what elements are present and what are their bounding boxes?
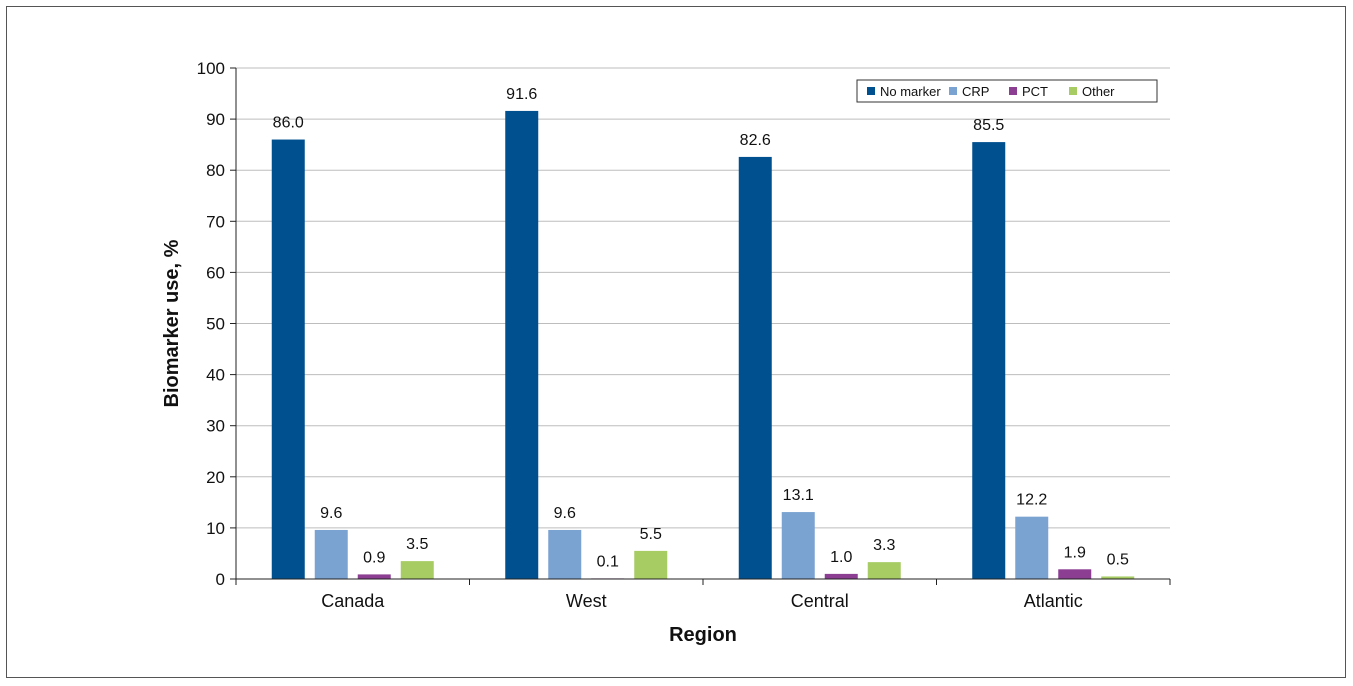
data-labels: 86.0 9.6 0.9 3.5 91.6 9.6 0.1 5.5 82.6 13.1 1.0 3.3… bbox=[273, 86, 1129, 571]
legend-label-pct: PCT bbox=[1022, 84, 1048, 99]
data-label-atlantic-other: 0.5 bbox=[1107, 551, 1129, 568]
data-label-west-pct: 0.1 bbox=[597, 553, 619, 570]
x-tick-label-atlantic: Atlantic bbox=[1024, 591, 1083, 611]
bar-west-crp bbox=[548, 529, 582, 579]
data-label-atlantic-pct: 1.9 bbox=[1064, 544, 1086, 561]
legend-label-other: Other bbox=[1082, 84, 1115, 99]
y-tick-label: 100 bbox=[197, 59, 225, 78]
data-label-central-other: 3.3 bbox=[873, 537, 895, 554]
y-tick-label: 40 bbox=[206, 366, 225, 385]
y-tick-label: 0 bbox=[216, 570, 225, 589]
bar-west-no-marker bbox=[505, 110, 539, 579]
bar-central-crp bbox=[781, 512, 815, 579]
y-tick-label: 30 bbox=[206, 417, 225, 436]
legend-label-crp: CRP bbox=[962, 84, 989, 99]
y-tick-label: 10 bbox=[206, 519, 225, 538]
bars bbox=[271, 110, 1135, 580]
bar-canada-no-marker bbox=[271, 139, 305, 580]
bar-central-no-marker bbox=[738, 156, 772, 579]
data-label-canada-crp: 9.6 bbox=[320, 505, 342, 522]
x-axis-title: Region bbox=[669, 624, 737, 646]
legend-label-no-marker: No marker bbox=[880, 84, 941, 99]
data-label-central-no-marker: 82.6 bbox=[740, 132, 771, 149]
gridlines bbox=[236, 67, 1170, 529]
bar-central-pct bbox=[824, 573, 858, 579]
bar-atlantic-no-marker bbox=[972, 142, 1006, 579]
bar-atlantic-pct bbox=[1058, 569, 1092, 579]
bar-central-other bbox=[867, 562, 901, 579]
data-label-central-pct: 1.0 bbox=[830, 549, 852, 566]
axes bbox=[230, 67, 1171, 585]
data-label-central-crp: 13.1 bbox=[783, 487, 814, 504]
bar-canada-pct bbox=[357, 574, 391, 579]
x-tick-label-central: Central bbox=[791, 591, 849, 611]
bar-canada-other bbox=[400, 561, 434, 579]
x-tick-label-canada: Canada bbox=[321, 591, 385, 611]
data-label-atlantic-no-marker: 85.5 bbox=[973, 117, 1004, 134]
y-tick-label: 80 bbox=[206, 161, 225, 180]
y-tick-label: 70 bbox=[206, 212, 225, 231]
data-label-west-other: 5.5 bbox=[640, 526, 662, 543]
data-label-west-no-marker: 91.6 bbox=[506, 86, 537, 103]
y-tick-label: 90 bbox=[206, 110, 225, 129]
y-axis-title: Biomarker use, % bbox=[161, 239, 183, 407]
x-tick-label-west: West bbox=[566, 591, 607, 611]
bar-atlantic-crp bbox=[1015, 516, 1049, 579]
data-label-canada-no-marker: 86.0 bbox=[273, 115, 304, 132]
legend: No marker CRP PCT Other bbox=[856, 79, 1158, 103]
y-tick-label: 60 bbox=[206, 263, 225, 282]
legend-swatch-no-marker bbox=[867, 87, 875, 95]
y-tick-labels: 0 10 20 30 40 50 60 70 80 90 100 bbox=[197, 59, 225, 589]
data-label-west-crp: 9.6 bbox=[554, 505, 576, 522]
legend-swatch-pct bbox=[1009, 87, 1017, 95]
legend-swatch-other bbox=[1069, 87, 1077, 95]
bar-canada-crp bbox=[314, 529, 348, 579]
chart-frame bbox=[6, 6, 1346, 678]
x-tick-labels: Canada West Central Atlantic bbox=[321, 591, 1083, 611]
bar-atlantic-other bbox=[1101, 576, 1135, 579]
bar-west-other bbox=[634, 550, 668, 579]
data-label-canada-pct: 0.9 bbox=[363, 549, 385, 566]
data-label-atlantic-crp: 12.2 bbox=[1016, 492, 1047, 509]
y-tick-label: 50 bbox=[206, 315, 225, 334]
legend-swatch-crp bbox=[949, 87, 957, 95]
data-label-canada-other: 3.5 bbox=[406, 536, 428, 553]
y-tick-label: 20 bbox=[206, 468, 225, 487]
legend-box bbox=[856, 79, 1158, 103]
